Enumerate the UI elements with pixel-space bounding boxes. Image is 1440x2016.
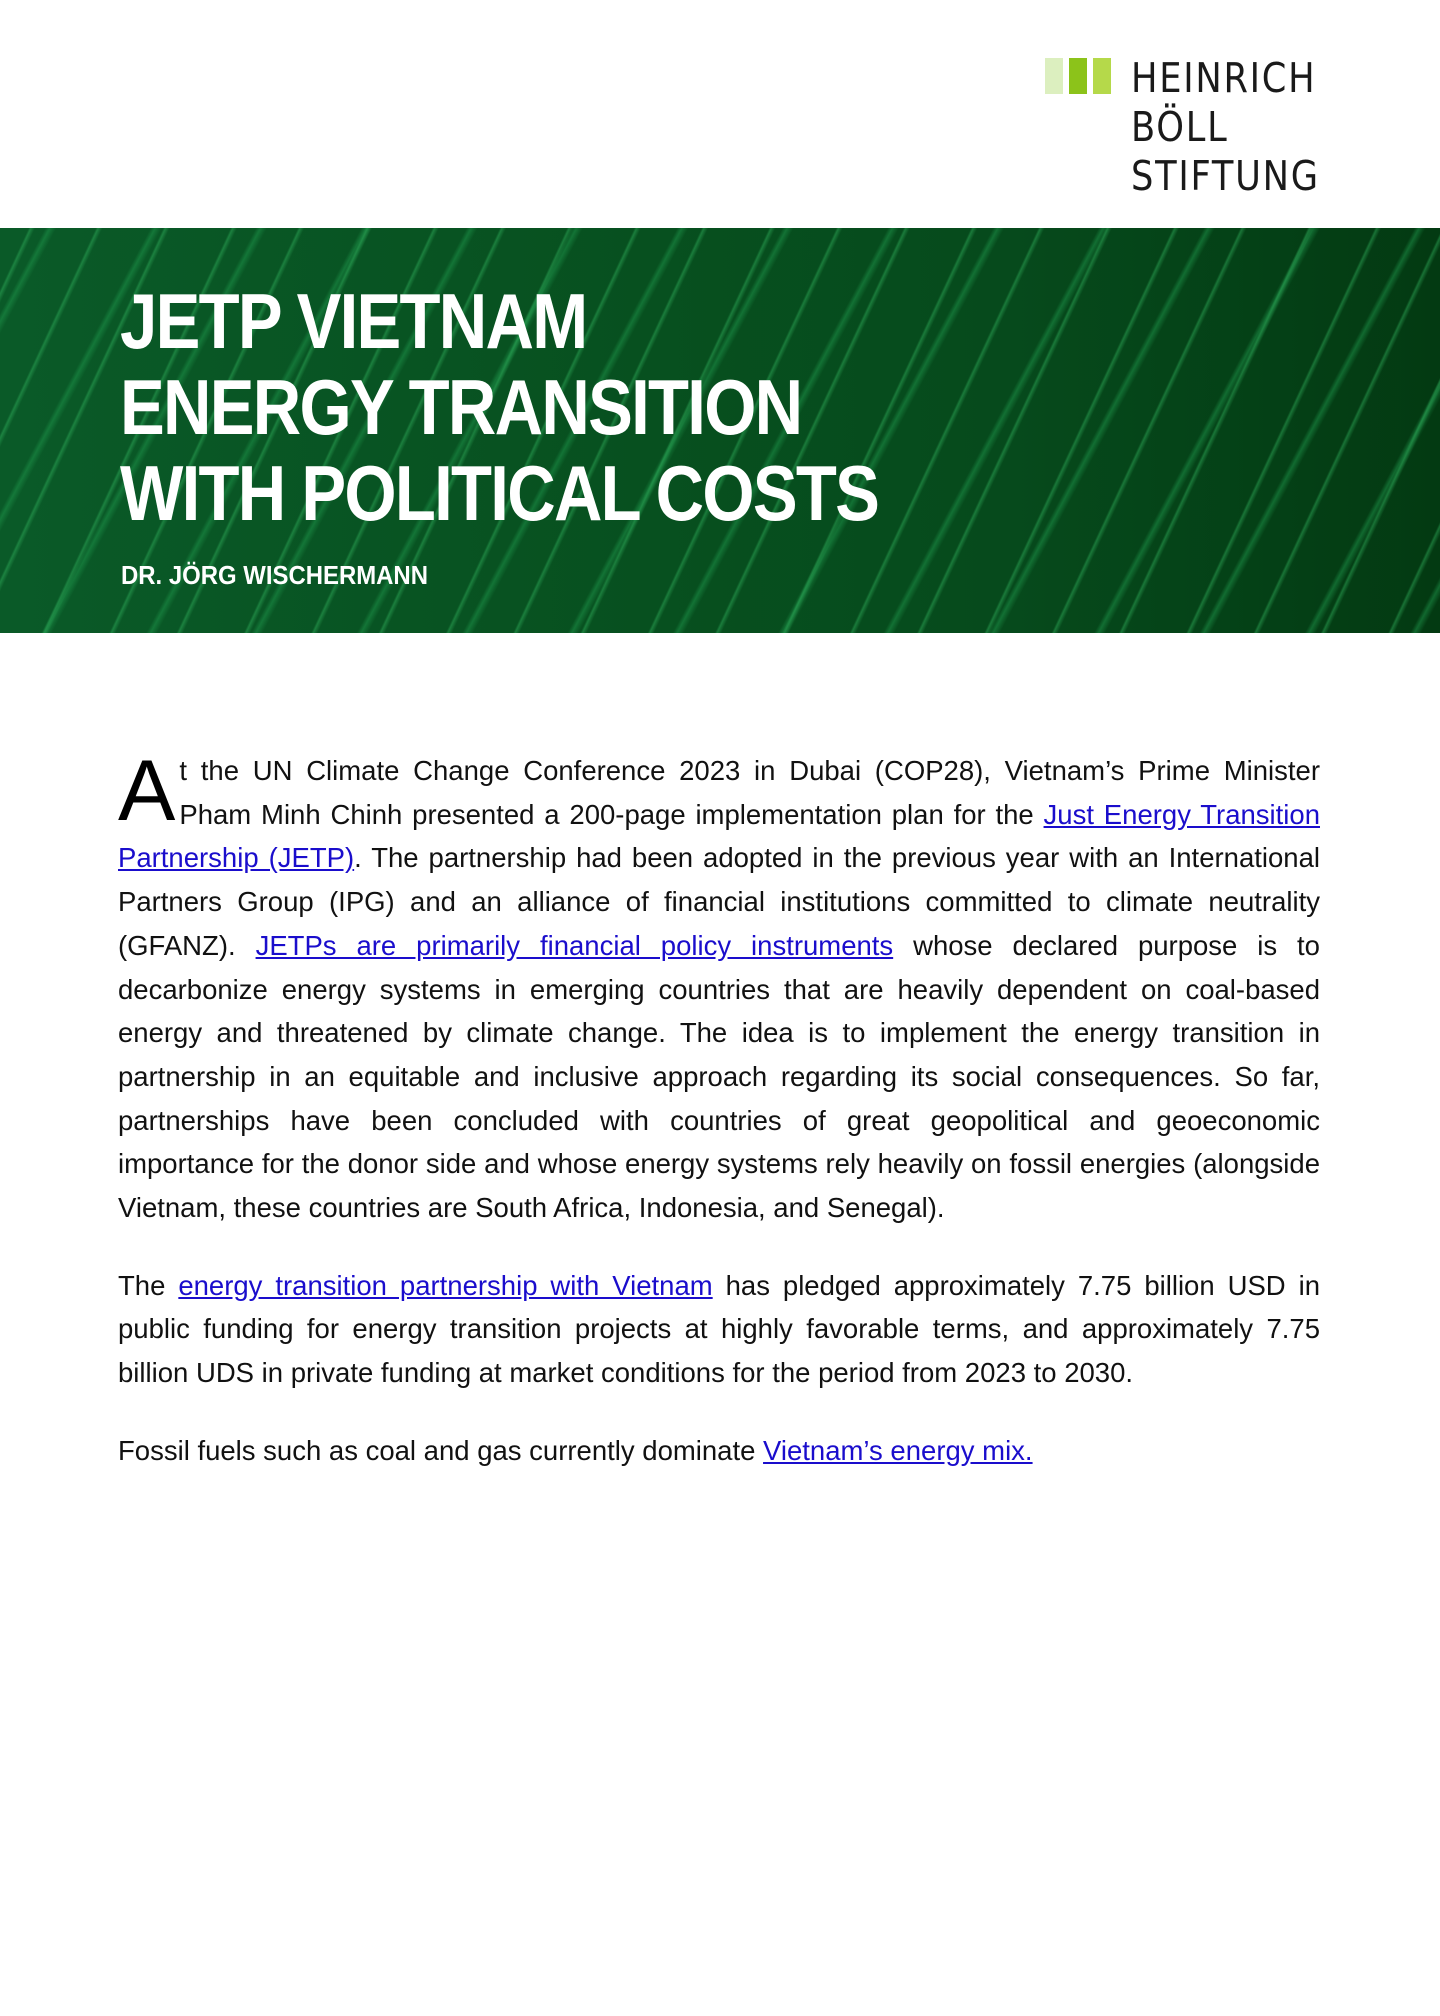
- logo-wordmark: HEINRICH BÖLL STIFTUNG: [1131, 54, 1320, 201]
- heinrich-boell-logo[interactable]: HEINRICH BÖLL STIFTUNG: [1045, 54, 1351, 201]
- text: whose declared purpose is to decarbonize…: [118, 929, 1320, 1224]
- text: . The partnership had been adopted in th…: [118, 842, 1320, 961]
- author-name: DR. JÖRG WISCHERMANN: [121, 560, 428, 590]
- link-energy-mix[interactable]: Vietnam’s energy mix.: [763, 1434, 1033, 1466]
- logo-line: HEINRICH: [1131, 54, 1317, 102]
- link-financial-instruments[interactable]: JETPs are primarily financial policy ins…: [255, 929, 894, 961]
- title-line: JETP VIETNAM: [120, 277, 588, 365]
- title-line: ENERGY TRANSITION: [120, 363, 803, 451]
- logo-square-light: [1045, 58, 1063, 94]
- text: t the UN Climate Change Conference 2023 …: [179, 755, 1320, 830]
- text: The: [118, 1269, 179, 1301]
- drop-cap: A: [118, 743, 176, 839]
- title-banner: JETP VIETNAM ENERGY TRANSITION WITH POLI…: [0, 228, 1440, 633]
- link-partnership-vietnam[interactable]: energy transition partnership with Vietn…: [178, 1269, 713, 1301]
- text: has pledged approximately 7.75 billion U…: [118, 1269, 1320, 1389]
- logo-square-green: [1069, 58, 1087, 94]
- logo-line: BÖLL: [1131, 103, 1229, 151]
- link-jetp[interactable]: Just Energy Transition Partnership (JETP…: [118, 798, 1320, 874]
- paragraph-energy-mix: Fossil fuels such as coal and gas curren…: [118, 1429, 1320, 1473]
- logo-square-lime: [1093, 58, 1111, 94]
- page-title: JETP VIETNAM ENERGY TRANSITION WITH POLI…: [120, 277, 880, 537]
- logo-line: STIFTUNG: [1131, 152, 1320, 200]
- text: Fossil fuels such as coal and gas curren…: [118, 1434, 764, 1466]
- paragraph-funding: The energy transition partnership with V…: [118, 1264, 1320, 1395]
- title-line: WITH POLITICAL COSTS: [120, 449, 880, 537]
